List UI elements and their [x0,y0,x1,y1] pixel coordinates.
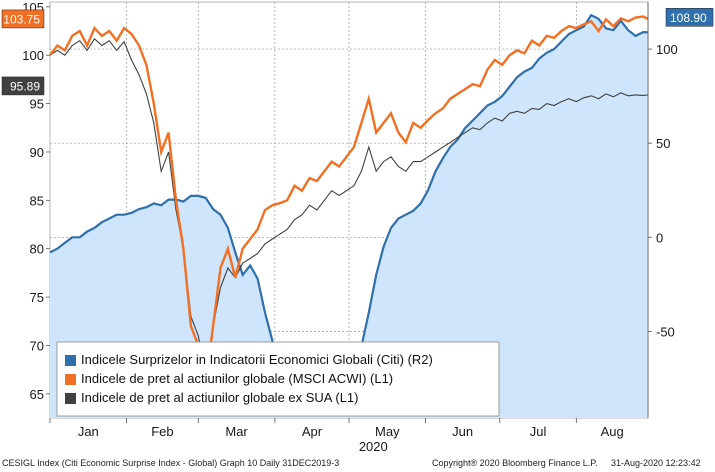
surprise-last-value-tag-box [665,8,714,27]
left-tick-label: 95 [30,97,44,112]
left-tick-label: 90 [30,145,44,160]
legend-swatch [65,355,76,366]
month-label: Apr [302,424,323,439]
month-label: Mar [225,424,248,439]
legend-entry: Indicele Surprizelor in Indicatorii Econ… [81,352,433,367]
right-tick-label: 0 [656,230,663,245]
surprise-last-value-tag-text: 108.90 [670,11,707,25]
legend-swatch [65,374,76,385]
series-layer [49,13,649,418]
footer-timestamp: 31-Aug-2020 12:23:42 [611,458,701,468]
footer-source: CESIGL Index (Citi Economic Surprise Ind… [2,458,339,468]
left-tick-label: 65 [30,387,44,402]
legend-entry: Indicele de pret al actiunilor globale (… [81,371,393,386]
month-label: Feb [151,424,173,439]
month-label: Jul [530,424,547,439]
footer-copyright: Copyright® 2020 Bloomberg Finance L.P. [432,458,598,468]
right-tick-label: -50 [656,324,675,339]
ex-usa-last-value-tag-text: 95.89 [10,79,40,93]
last-value-tags: 103.75 95.89 108.90 [1,8,714,96]
month-label: Jan [78,424,99,439]
legend-entry: Indicele de pret al actiunilor globale e… [81,390,359,405]
left-tick-label: 85 [30,193,44,208]
msci-last-value-tag-text: 103.75 [3,12,40,26]
surprise-area [50,15,648,418]
month-label: Aug [601,424,624,439]
legend-swatch [65,393,76,404]
legend-box [56,341,500,417]
month-label: Jun [452,424,473,439]
left-tick-label: 100 [22,48,44,63]
footer: CESIGL Index (Citi Economic Surprise Ind… [2,458,701,468]
right-tick-label: 50 [656,136,670,151]
right-tick-label: 100 [656,42,678,57]
month-label: May [375,424,400,439]
year-label: 2020 [359,439,388,454]
msci-last-value-tag: 103.75 [1,9,45,29]
ex-usa-line [49,37,649,375]
surprise-last-value-tag: 108.90 [665,8,714,27]
ex-usa-last-value-tag: 95.89 [1,76,45,96]
right-axis: -50 0 50 100 [647,2,678,418]
left-tick-label: 80 [30,242,44,257]
x-axis: Jan Feb Mar Apr May Jun Jul Aug 2020 [49,418,624,454]
left-tick-label: 75 [30,290,44,305]
legend: Indicele Surprizelor in Indicatorii Econ… [56,341,500,417]
msci-last-value-tag-box [1,9,45,29]
left-tick-label: 70 [30,338,44,353]
ex-usa-last-value-tag-box [1,76,45,96]
msci-acwi-line [49,15,649,385]
